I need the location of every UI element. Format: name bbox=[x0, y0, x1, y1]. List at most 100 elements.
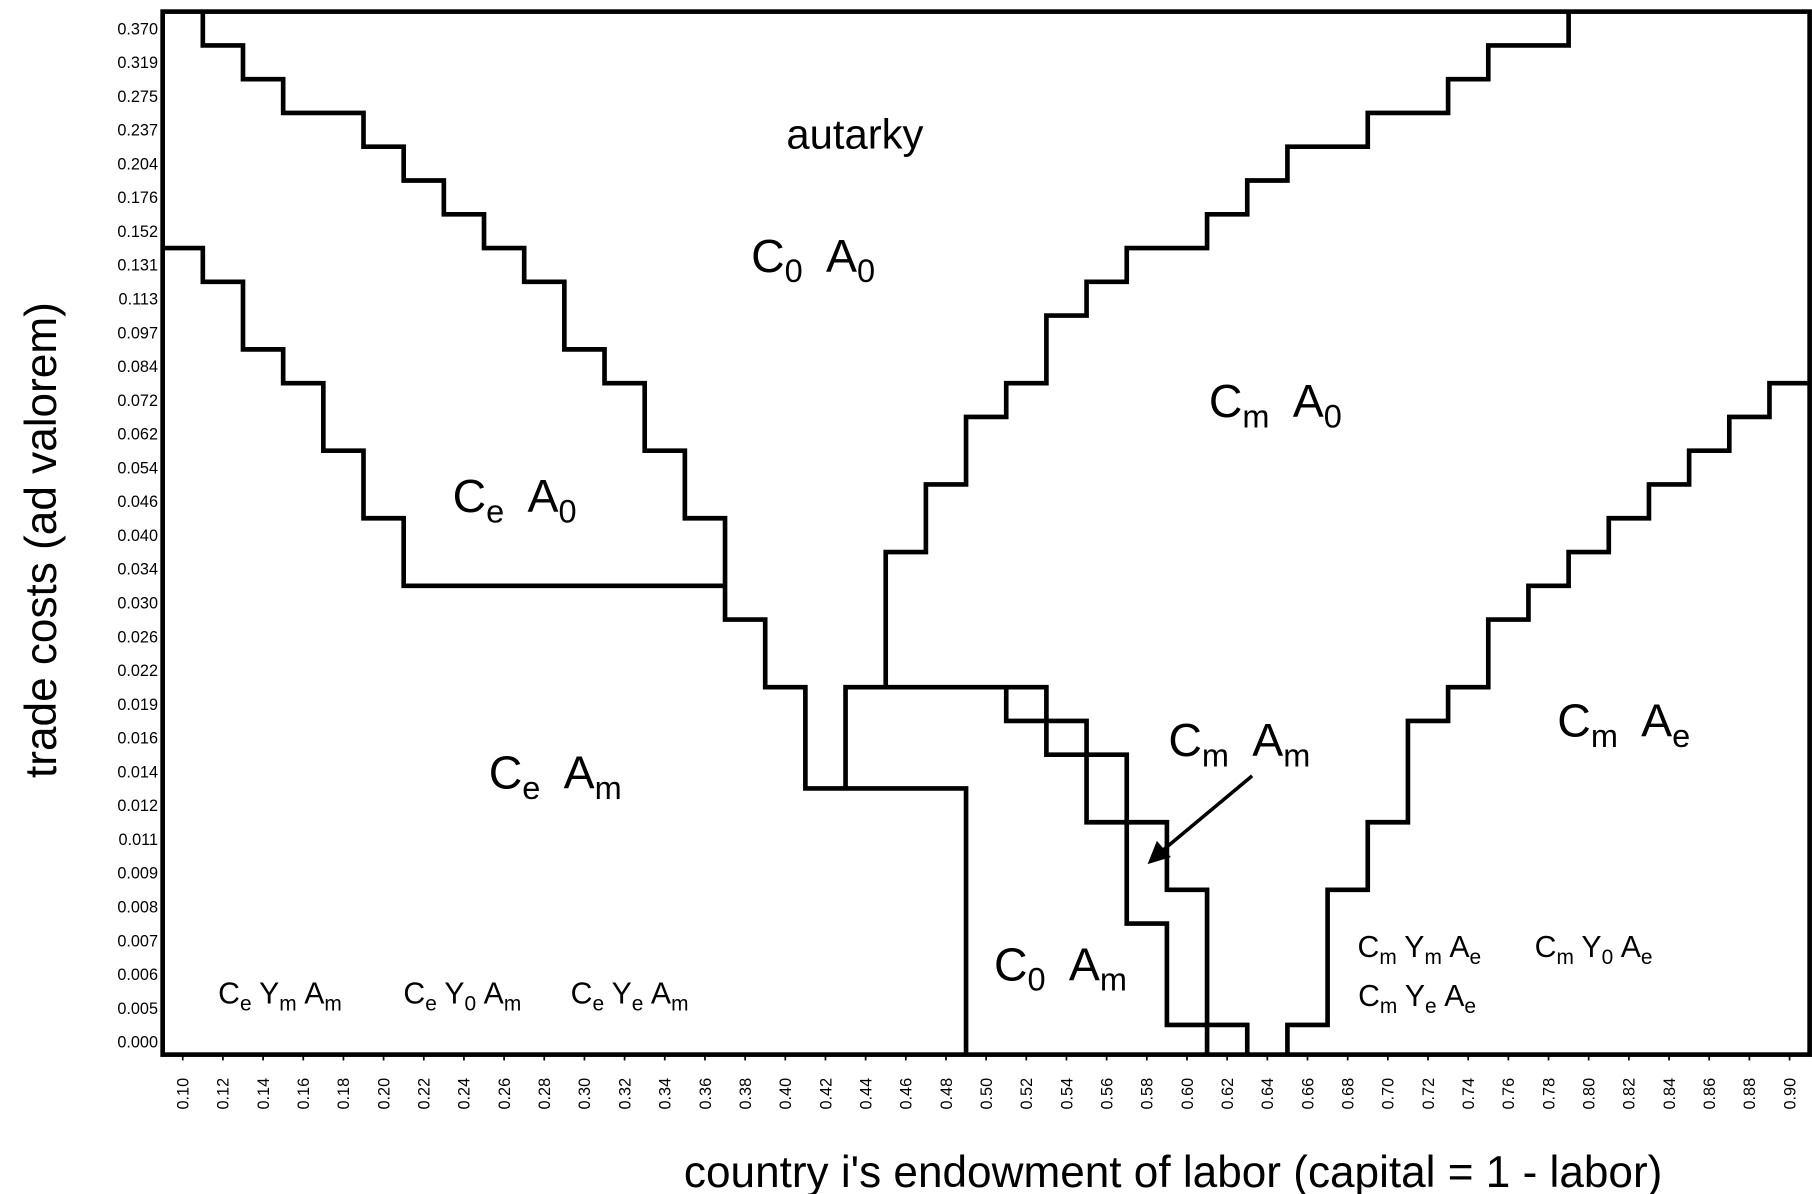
region-label-part: A bbox=[1621, 931, 1642, 964]
region-label-subscript: m bbox=[1379, 946, 1396, 969]
region-label-subscript: e bbox=[486, 494, 504, 530]
region-label: Ce Am bbox=[489, 747, 622, 806]
y-tick-label: 0.072 bbox=[117, 392, 158, 410]
region-label-part: Y bbox=[1404, 931, 1424, 964]
x-tick-label: 0.56 bbox=[1098, 1078, 1116, 1110]
x-tick-label: 0.82 bbox=[1621, 1078, 1639, 1110]
x-tick-label: 0.10 bbox=[175, 1078, 193, 1110]
region-label-part: A bbox=[1069, 938, 1100, 990]
y-tick-label: 0.034 bbox=[117, 561, 158, 579]
region-label: C0 Am bbox=[994, 938, 1127, 997]
region-label-part: Y bbox=[1581, 931, 1601, 964]
x-tick-label: 0.24 bbox=[456, 1078, 474, 1110]
y-tick-label: 0.005 bbox=[117, 1000, 158, 1018]
region-label-subscript: m bbox=[1424, 946, 1441, 969]
y-tick-label: 0.026 bbox=[117, 628, 158, 646]
region-label-part: A bbox=[1449, 931, 1470, 964]
arrow-shaft bbox=[1160, 774, 1254, 853]
region-label-part: A bbox=[304, 978, 325, 1011]
region-label-part: A bbox=[1444, 980, 1465, 1013]
y-tick-label: 0.152 bbox=[117, 223, 158, 241]
x-tick-label: 0.36 bbox=[697, 1078, 715, 1110]
region-label-part: C bbox=[1557, 694, 1591, 746]
region-label-subscript: m bbox=[324, 992, 341, 1015]
region-label-subscript: m bbox=[1100, 962, 1127, 998]
region-label-part: Y bbox=[259, 978, 279, 1011]
y-axis-label: trade costs (ad valorem) bbox=[17, 302, 66, 778]
region-label-part: C bbox=[1168, 714, 1202, 766]
region-label-subscript: m bbox=[1242, 398, 1269, 434]
region-label-part: Y bbox=[1405, 980, 1425, 1013]
y-tick-label: 0.014 bbox=[117, 763, 158, 781]
x-axis-label: country i's endowment of labor (capital … bbox=[684, 1148, 1662, 1194]
region-label: C0 A0 bbox=[751, 230, 875, 289]
region-label: Cm Ae bbox=[1557, 694, 1690, 753]
region-label: Ce Ye Am bbox=[571, 978, 689, 1016]
x-tick-label: 0.62 bbox=[1219, 1078, 1237, 1110]
x-tick-label: 0.30 bbox=[576, 1078, 594, 1110]
region-label-part: C bbox=[218, 978, 240, 1011]
x-tick-label: 0.60 bbox=[1179, 1078, 1197, 1110]
y-tick-label: 0.275 bbox=[117, 88, 158, 106]
region-label-subscript: e bbox=[1464, 995, 1476, 1018]
boundary-line bbox=[843, 11, 1571, 789]
x-tick-label: 0.68 bbox=[1339, 1078, 1357, 1110]
boundary-line bbox=[1003, 687, 1250, 1055]
region-label-subscript: e bbox=[1425, 995, 1437, 1018]
region-label-part: C bbox=[453, 470, 487, 522]
x-tick-label: 0.26 bbox=[496, 1078, 514, 1110]
region-label-subscript: 0 bbox=[558, 494, 576, 530]
y-tick-label: 0.062 bbox=[117, 426, 158, 444]
region-label: Ce Y0 Am bbox=[403, 978, 521, 1016]
x-tick-label: 0.84 bbox=[1661, 1078, 1679, 1110]
x-tick-label: 0.50 bbox=[978, 1078, 996, 1110]
region-label-subscript: 0 bbox=[1324, 398, 1342, 434]
plot-frame bbox=[160, 9, 1812, 1057]
region-label: Cm Ym Ae bbox=[1358, 931, 1482, 969]
region-label: autarky bbox=[786, 111, 923, 158]
y-tick-label: 0.007 bbox=[117, 932, 158, 950]
region-label-part: A bbox=[564, 747, 595, 799]
x-tick-label: 0.76 bbox=[1500, 1078, 1518, 1110]
region-label-part: A bbox=[1252, 714, 1283, 766]
region-label-subscript: m bbox=[1556, 946, 1573, 969]
region-label-part: C bbox=[1358, 931, 1380, 964]
region-label-part: A bbox=[1293, 375, 1324, 427]
region-label-part: C bbox=[751, 230, 785, 282]
region-label: Cm Am bbox=[1168, 714, 1310, 773]
x-tick-label: 0.32 bbox=[616, 1078, 634, 1110]
region-label-part: C bbox=[1535, 931, 1557, 964]
y-tick-label: 0.008 bbox=[117, 898, 158, 916]
x-tick-label: 0.12 bbox=[215, 1078, 233, 1110]
y-tick-label: 0.000 bbox=[117, 1034, 158, 1052]
y-tick-label: 0.176 bbox=[117, 189, 158, 207]
region-label-subscript: 0 bbox=[1602, 946, 1614, 969]
region-label-subscript: 0 bbox=[785, 253, 803, 289]
region-label-subscript: m bbox=[671, 992, 688, 1015]
x-tick-label: 0.28 bbox=[536, 1078, 554, 1110]
x-tick-label: 0.38 bbox=[737, 1078, 755, 1110]
x-tick-label: 0.72 bbox=[1420, 1078, 1438, 1110]
x-tick-label: 0.20 bbox=[375, 1078, 393, 1110]
boundary-line bbox=[1285, 380, 1810, 1055]
boundary-line bbox=[162, 245, 726, 589]
region-label-subscript: e bbox=[1672, 718, 1690, 754]
region-label-part: A bbox=[1641, 694, 1672, 746]
region-label-part: autarky bbox=[786, 111, 923, 158]
region-label-part: C bbox=[403, 978, 425, 1011]
boundary-line bbox=[885, 684, 1210, 1055]
region-label-part: A bbox=[527, 470, 558, 522]
y-tick-label: 0.370 bbox=[117, 20, 158, 38]
x-tick-label: 0.48 bbox=[938, 1078, 956, 1110]
region-label-subscript: m bbox=[1380, 995, 1397, 1018]
x-tick-label: 0.64 bbox=[1259, 1078, 1277, 1110]
region-label-subscript: m bbox=[1283, 738, 1310, 774]
x-tick-label: 0.66 bbox=[1299, 1078, 1317, 1110]
region-label: Cm A0 bbox=[1209, 375, 1342, 434]
region-label-subscript: m bbox=[1202, 738, 1229, 774]
y-tick-label: 0.204 bbox=[117, 155, 158, 173]
y-tick-label: 0.016 bbox=[117, 730, 158, 748]
y-tick-label: 0.011 bbox=[119, 831, 158, 849]
x-tick-label: 0.58 bbox=[1139, 1078, 1157, 1110]
